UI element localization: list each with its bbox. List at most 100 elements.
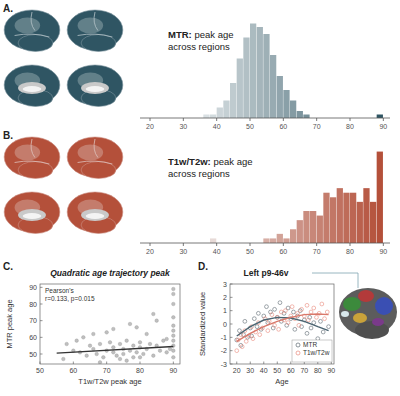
brain-sulcus bbox=[78, 161, 113, 164]
x-tick bbox=[140, 362, 141, 365]
point bbox=[172, 356, 176, 360]
bar bbox=[270, 55, 276, 118]
x-tick bbox=[283, 118, 284, 121]
brain-callosum-inner bbox=[86, 86, 105, 92]
bar bbox=[337, 188, 343, 243]
brain-parcel bbox=[353, 313, 367, 323]
x-tick-label: 90 bbox=[327, 367, 335, 374]
point bbox=[240, 345, 244, 349]
bar bbox=[323, 193, 329, 243]
brain-sulcus bbox=[15, 34, 50, 37]
point bbox=[88, 344, 92, 348]
title: Quadratic age trajectory peak bbox=[50, 268, 171, 278]
point bbox=[252, 317, 256, 321]
panel: D.Left p9-46v2030405060708090-3-2-10123A… bbox=[198, 261, 397, 386]
point bbox=[238, 329, 242, 333]
x-tick bbox=[106, 362, 107, 365]
panel-label: D. bbox=[198, 261, 208, 272]
x-tick-label: 80 bbox=[346, 123, 354, 130]
y-tick bbox=[40, 354, 43, 355]
y-tick-label: -1 bbox=[221, 334, 227, 341]
bars bbox=[210, 152, 383, 243]
point bbox=[125, 339, 129, 343]
x-axis-label: T1w/T2w peak age bbox=[78, 377, 141, 386]
y-tick-label: 50 bbox=[29, 351, 37, 358]
y-tick bbox=[40, 337, 43, 338]
point bbox=[62, 357, 66, 361]
bar bbox=[210, 115, 216, 119]
x-tick-label: 70 bbox=[103, 367, 111, 374]
brain-sulcus bbox=[31, 12, 35, 31]
brain-parcel bbox=[375, 297, 393, 315]
panel-label: C. bbox=[3, 261, 13, 272]
brain-temporal bbox=[18, 35, 53, 52]
point bbox=[309, 310, 313, 314]
bar bbox=[357, 202, 363, 243]
x-tick-label: 70 bbox=[313, 248, 321, 255]
bar bbox=[290, 101, 296, 119]
x-tick bbox=[236, 362, 237, 365]
brain-images bbox=[4, 137, 123, 234]
bar bbox=[210, 238, 216, 243]
point bbox=[292, 310, 296, 314]
x-tick-label: 20 bbox=[146, 123, 154, 130]
point bbox=[172, 349, 176, 353]
x-tick-label: 60 bbox=[279, 248, 287, 255]
point bbox=[98, 361, 102, 364]
x-tick-label: 20 bbox=[146, 248, 154, 255]
bar bbox=[277, 234, 283, 243]
point bbox=[128, 322, 132, 326]
point bbox=[309, 326, 313, 330]
panel: C.Quadratic age trajectory peak506070809… bbox=[3, 261, 180, 386]
x-tick-label: 80 bbox=[136, 367, 144, 374]
title: across regions bbox=[168, 168, 230, 179]
point bbox=[172, 334, 176, 338]
bar bbox=[263, 238, 269, 243]
brain-parcel-highlight bbox=[341, 311, 349, 317]
point bbox=[325, 310, 329, 314]
brain-callosum bbox=[18, 82, 46, 94]
title: Left p9-46v bbox=[244, 268, 289, 278]
x-tick bbox=[250, 243, 251, 246]
brain-parcel bbox=[343, 297, 361, 311]
point bbox=[172, 302, 176, 306]
point bbox=[165, 337, 169, 341]
x-tick-label: 90 bbox=[379, 123, 387, 130]
brain-sulcus bbox=[15, 161, 50, 164]
x-tick-label: 30 bbox=[179, 123, 187, 130]
point bbox=[277, 327, 281, 331]
point bbox=[243, 319, 247, 323]
point bbox=[152, 354, 156, 358]
bar bbox=[303, 211, 309, 243]
x-tick-label: 40 bbox=[260, 367, 268, 374]
point bbox=[312, 306, 316, 310]
y-tick bbox=[40, 320, 43, 321]
brain-callosum-inner bbox=[23, 86, 42, 92]
x-tick-label: 60 bbox=[69, 367, 77, 374]
point bbox=[95, 352, 99, 356]
brain-parcel bbox=[372, 318, 384, 326]
point bbox=[132, 356, 136, 360]
brain-shade bbox=[15, 145, 41, 161]
legend-marker bbox=[296, 343, 300, 347]
point bbox=[172, 324, 176, 328]
point bbox=[172, 287, 176, 291]
point bbox=[278, 301, 282, 305]
point bbox=[300, 307, 304, 311]
y-tick-label: 3 bbox=[223, 281, 227, 288]
x-tick-label: 50 bbox=[246, 123, 254, 130]
x-axis bbox=[140, 243, 390, 244]
bar bbox=[223, 101, 229, 119]
x-tick-label: 80 bbox=[346, 248, 354, 255]
point bbox=[135, 326, 139, 330]
x-tick bbox=[40, 362, 41, 365]
bar bbox=[277, 76, 283, 118]
x-tick bbox=[316, 118, 317, 121]
panel-label: B. bbox=[3, 130, 13, 141]
brain-image bbox=[312, 273, 397, 339]
legend-marker bbox=[296, 351, 300, 355]
point bbox=[323, 317, 327, 321]
brain-sulcus bbox=[94, 12, 98, 31]
point bbox=[296, 311, 300, 315]
point bbox=[118, 357, 122, 361]
